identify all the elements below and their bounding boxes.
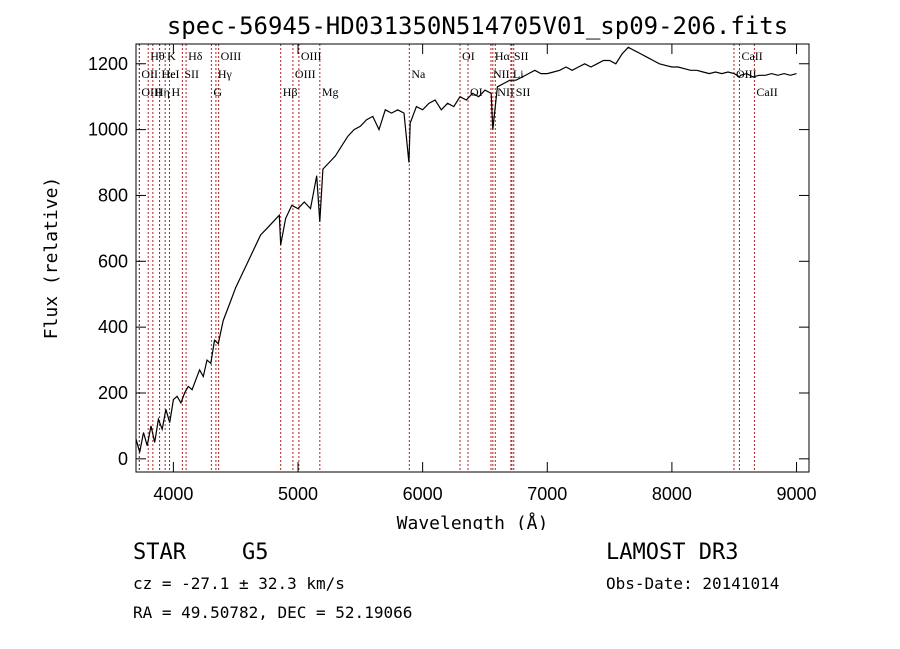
marker-label: G xyxy=(213,85,222,99)
marker-label: K xyxy=(167,49,176,63)
x-tick-label: 5000 xyxy=(278,484,318,504)
marker-label: SII xyxy=(516,85,531,99)
plot-frame xyxy=(135,43,810,473)
marker-label: SII xyxy=(184,67,199,81)
marker-label: Hβ xyxy=(283,85,298,99)
marker-label: SII xyxy=(514,49,529,63)
marker-label: OIII xyxy=(301,49,322,63)
marker-label: HeI xyxy=(162,67,180,81)
marker-label: H xyxy=(172,85,181,99)
marker-label: Hα xyxy=(495,49,511,63)
object-class: STAR xyxy=(133,540,186,565)
y-tick-label: 1000 xyxy=(88,120,128,140)
y-tick-label: 600 xyxy=(98,251,128,271)
spectrum-series xyxy=(135,46,797,453)
marker-label: CaII xyxy=(756,85,777,99)
marker-label: OIII xyxy=(141,85,162,99)
x-tick-label: 7000 xyxy=(527,484,567,504)
y-axis-label: Flux (relative) xyxy=(41,177,62,340)
marker-label: OII xyxy=(141,67,158,81)
survey-name: LAMOST DR3 xyxy=(606,540,739,565)
y-tick-label: 0 xyxy=(118,449,128,469)
marker-label: OIII xyxy=(221,49,242,63)
chart-title: spec-56945-HD031350N514705V01_sp09-206.f… xyxy=(167,12,788,40)
x-tick-label: 6000 xyxy=(403,484,443,504)
marker-label: Hγ xyxy=(218,67,233,81)
marker-label: NII xyxy=(497,85,514,99)
redshift-cz: cz = -27.1 ± 32.3 km/s xyxy=(133,574,345,593)
marker-label: Na xyxy=(411,67,426,81)
y-tick-label: 1200 xyxy=(88,54,128,74)
x-tick-label: 4000 xyxy=(153,484,193,504)
marker-label: NII xyxy=(493,67,510,81)
marker-label: Li xyxy=(513,67,524,81)
marker-label: Hε xyxy=(162,67,176,81)
marker-label: Hθ xyxy=(150,49,165,63)
marker-label: CaII xyxy=(741,49,762,63)
spectrum-chart: spec-56945-HD031350N514705V01_sp09-206.f… xyxy=(41,12,817,530)
x-axis-label: Wavelength (Å) xyxy=(397,512,549,530)
marker-label: OIII xyxy=(295,67,316,81)
object-subclass: G5 xyxy=(242,540,269,565)
marker-label: Hη xyxy=(155,85,170,99)
marker-label: OI xyxy=(462,49,475,63)
observation-date: Obs-Date: 20141014 xyxy=(606,574,780,593)
x-tick-label: 9000 xyxy=(777,484,817,504)
coordinates: RA = 49.50782, DEC = 52.19066 xyxy=(133,603,413,622)
y-tick-label: 800 xyxy=(98,185,128,205)
marker-label: Hδ xyxy=(188,49,203,63)
x-tick-label: 8000 xyxy=(652,484,692,504)
y-tick-label: 400 xyxy=(98,317,128,337)
marker-label: Mg xyxy=(322,85,339,99)
y-tick-label: 200 xyxy=(98,383,128,403)
marker-label: OI xyxy=(470,85,483,99)
